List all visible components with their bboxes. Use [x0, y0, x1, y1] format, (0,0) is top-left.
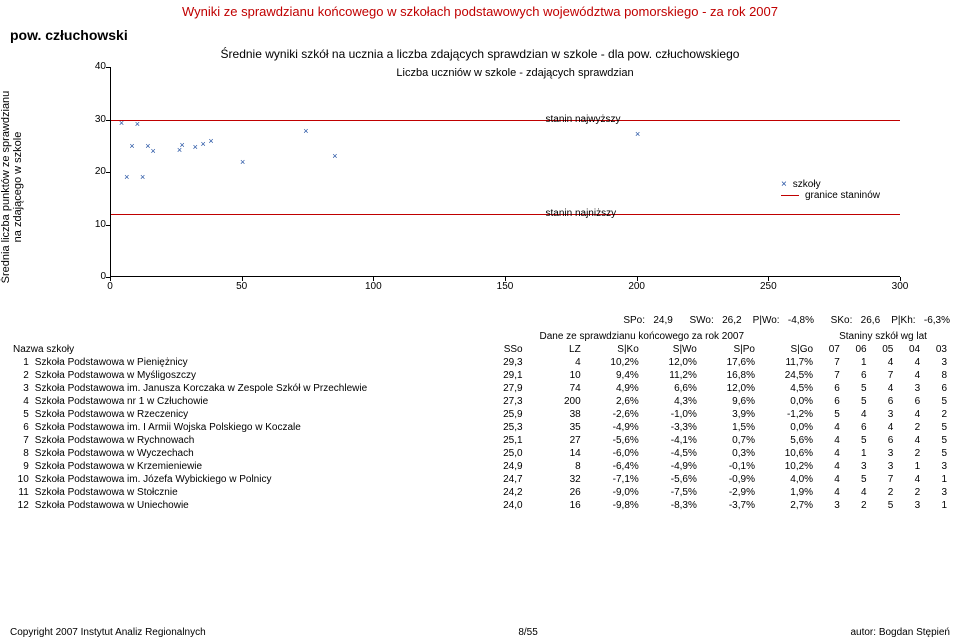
page-title: Wyniki ze sprawdzianu końcowego w szkoła…	[0, 0, 960, 19]
y-tick: 40	[88, 61, 106, 72]
stanin-low-label: stanin najniższy	[546, 208, 617, 219]
school-marker: ×	[332, 151, 337, 161]
table-row: 7Szkoła Podstawowa w Rychnowach25,127-5,…	[10, 434, 950, 447]
school-marker: ×	[201, 139, 206, 149]
plot-area: stanin najwyższystanin najniższy××××××××…	[110, 67, 900, 277]
table-row: 5Szkoła Podstawowa w Rzeczenicy25,938-2,…	[10, 408, 950, 421]
school-marker: ×	[119, 118, 124, 128]
school-marker: ×	[303, 126, 308, 136]
school-marker: ×	[150, 146, 155, 156]
school-marker: ×	[193, 142, 198, 152]
table-row: 10Szkoła Podstawowa im. Józefa Wybickieg…	[10, 473, 950, 486]
col-header: 04	[896, 343, 923, 356]
summary-stats: SPo: 24,9 SWo: 26,2 P|Wo: -4,8% SKo: 26,…	[0, 307, 960, 328]
school-marker: ×	[177, 145, 182, 155]
school-marker: ×	[240, 157, 245, 167]
y-tick: 30	[88, 114, 106, 125]
footer-copyright: Copyright 2007 Instytut Analiz Regionaln…	[10, 627, 206, 638]
col-header: S|Go	[758, 343, 816, 356]
table-row: 11Szkoła Podstawowa w Stołcznie24,226-9,…	[10, 486, 950, 499]
school-marker: ×	[635, 129, 640, 139]
col-group-stanin: Staniny szkół wg lat	[816, 330, 950, 343]
col-header: S|Ko	[584, 343, 642, 356]
col-header: SSo	[468, 343, 526, 356]
col-header: 06	[843, 343, 870, 356]
col-name: Nazwa szkoły	[10, 330, 468, 356]
table-row: 9Szkoła Podstawowa w Krzemieniewie24,98-…	[10, 460, 950, 473]
x-tick: 250	[760, 281, 777, 292]
page-footer: Copyright 2007 Instytut Analiz Regionaln…	[0, 627, 960, 638]
x-tick: 200	[628, 281, 645, 292]
chart-legend: ×szkołygranice staninów	[781, 179, 880, 201]
school-marker: ×	[135, 119, 140, 129]
table-row: 12Szkoła Podstawowa w Uniechowie24,016-9…	[10, 499, 950, 512]
col-header: S|Po	[700, 343, 758, 356]
footer-page: 8/55	[518, 627, 537, 638]
table-row: 8Szkoła Podstawowa w Wyczechach25,014-6,…	[10, 447, 950, 460]
table-row: 4Szkoła Podstawowa nr 1 w Człuchowie27,3…	[10, 395, 950, 408]
col-header: LZ	[526, 343, 584, 356]
y-axis-label: Średnia liczba punktów ze sprawdzianu na…	[0, 87, 24, 287]
y-tick: 10	[88, 219, 106, 230]
school-marker: ×	[124, 172, 129, 182]
region-subtitle: pow. człuchowski	[0, 19, 960, 43]
col-header: 05	[870, 343, 897, 356]
col-header: 03	[923, 343, 950, 356]
school-marker: ×	[129, 141, 134, 151]
school-marker: ×	[208, 136, 213, 146]
x-tick: 100	[365, 281, 382, 292]
school-marker: ×	[140, 172, 145, 182]
table-row: 2Szkoła Podstawowa w Myśligoszczy29,1109…	[10, 369, 950, 382]
chart-title: Średnie wyniki szkół na ucznia a liczba …	[0, 43, 960, 61]
stanin-high-label: stanin najwyższy	[546, 114, 621, 125]
x-tick: 150	[497, 281, 514, 292]
x-tick: 50	[236, 281, 247, 292]
col-header: S|Wo	[642, 343, 700, 356]
results-table: Nazwa szkoły Dane ze sprawdzianu końcowe…	[10, 330, 950, 512]
table-row: 6Szkoła Podstawowa im. I Armii Wojska Po…	[10, 421, 950, 434]
table-row: 1Szkoła Podstawowa w Pieniężnicy29,3410,…	[10, 356, 950, 369]
x-tick: 300	[892, 281, 909, 292]
table-row: 3Szkoła Podstawowa im. Janusza Korczaka …	[10, 382, 950, 395]
col-header: 07	[816, 343, 843, 356]
scatter-chart: Średnia liczba punktów ze sprawdzianu na…	[80, 67, 920, 307]
footer-author: autor: Bogdan Stępień	[850, 627, 950, 638]
y-tick: 20	[88, 166, 106, 177]
x-tick: 0	[107, 281, 113, 292]
y-tick: 0	[88, 271, 106, 282]
col-group-data: Dane ze sprawdzianu końcowego za rok 200…	[468, 330, 817, 343]
